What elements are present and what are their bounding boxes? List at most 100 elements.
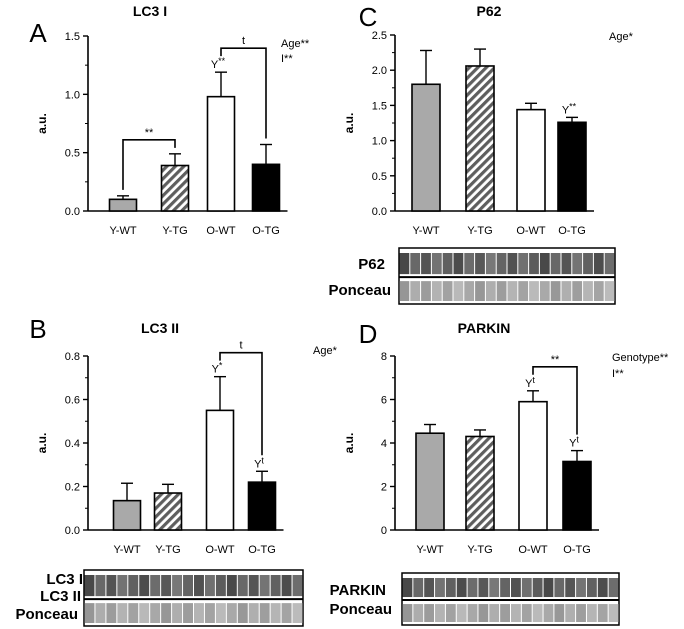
ponceau-band [270,603,281,623]
bracket-label: t [239,340,242,352]
significance-bracket [122,139,176,190]
significance-bracket [220,47,267,139]
stats-annotation: Age* [313,345,338,357]
ponceau-band [84,603,95,623]
bar-y-wt [108,198,138,212]
blot-band [572,253,583,275]
significance-bracket [532,365,578,435]
blot-band [453,253,464,275]
panel-d: D PARKIN 0 2 4 6 8 a.u. Y-WT Y-TG O-WT O-TG Genotype… [329,319,669,626]
ponceau-band [259,603,270,623]
ponceau-band [442,281,453,301]
ponceau-band [500,604,510,622]
bar-o-wt [516,108,546,212]
y-axis-label: a.u. [35,433,49,454]
blot-band [399,253,410,275]
blot-frame [401,572,620,626]
ponceau-band [529,281,539,301]
ponceau-band [561,281,572,301]
y-tick-label: 2.0 [372,65,387,77]
y-tick-label: 1.5 [372,100,387,112]
blot-band [139,575,150,597]
stats-annotation: I** [281,53,293,65]
blot-band [117,575,128,597]
ponceau-band [226,603,237,623]
ponceau-band [604,281,615,301]
y-tick-label: 0.4 [65,438,80,450]
blot-band [532,578,543,598]
blot-band [106,575,117,597]
blot-band [128,575,139,597]
bar-y-wt [112,499,142,531]
blot-band [489,578,500,598]
ponceau-band [554,604,565,622]
ponceau-band [489,604,500,622]
ponceau-band [453,281,464,301]
panel-a: A LC3 I 0.0 0.5 1.0 1.5 a.u. Y-WT Y-TG O-WT O-TG Ag… [29,3,310,237]
blot-band [281,575,292,597]
bar-o-tg [247,481,277,531]
bar-o-wt [206,95,236,212]
blot-band [456,578,467,598]
ponceau-band [248,603,259,623]
ponceau-band [402,604,413,622]
blot-band [150,575,161,597]
ponceau-band [532,604,543,622]
blot-band [475,253,485,275]
blot-band [467,578,478,598]
x-tick-label: O-TG [558,225,586,237]
bracket-label: ** [551,354,560,366]
blot-band [576,578,586,598]
y-tick-label: 8 [381,351,387,363]
ponceau-band [485,281,496,301]
x-tick-label: Y-TG [467,225,492,237]
stats-annotation: Genotype** [612,352,669,364]
blot-band [554,578,565,598]
y-tick-label: 4 [381,438,387,450]
blot-band [445,578,456,598]
ponceau-band [539,281,550,301]
blot-band [593,253,604,275]
blot-band [521,578,532,598]
x-tick-label: O-WT [516,225,546,237]
ponceau-band [478,604,489,622]
bar-y-tg [160,164,190,212]
bar-y-tg [465,435,495,531]
bracket-label: ** [145,127,154,139]
ponceau-band [518,281,529,301]
blot-band [597,578,608,598]
significance-label: Y* [212,361,223,376]
significance-label: Y** [211,56,226,71]
ponceau-band [467,604,478,622]
blot-band [485,253,496,275]
significance-bracket [219,351,263,456]
significance-label: Yt [569,435,579,450]
x-tick-label: Y-WT [416,544,443,556]
bar-y-wt [411,83,441,212]
x-tick-label: O-WT [205,544,235,556]
blot-label: LC3 II [40,588,81,605]
ponceau-band [608,604,619,622]
blot-band [421,253,431,275]
ponceau-band [215,603,226,623]
ponceau-band [399,281,410,301]
blot-band [478,578,489,598]
y-tick-label: 2.5 [372,30,387,42]
ponceau-band [139,603,150,623]
chart-title: LC3 I [133,3,167,19]
blot-band [583,253,593,275]
blot-band [604,253,615,275]
y-tick-label: 0.5 [65,148,80,160]
ponceau-band [496,281,507,301]
blot-band [496,253,507,275]
blot-band [413,578,424,598]
blot-band [565,578,576,598]
blot-band [248,575,259,597]
ponceau-band [597,604,608,622]
ponceau-band [576,604,586,622]
x-tick-label: O-WT [518,544,548,556]
blot-band [292,575,303,597]
ponceau-band [583,281,593,301]
